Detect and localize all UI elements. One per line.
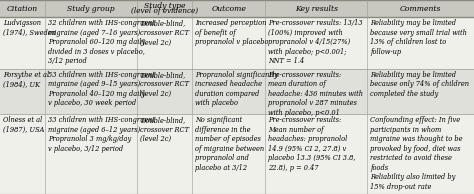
Text: Confounding effect: In five
participants in whom
migraine was thought to be
prov: Confounding effect: In five participants…: [370, 116, 463, 191]
Text: Key results: Key results: [295, 5, 338, 13]
Text: 32 children with IHS-congruent
migraine (aged 7–16 years)
Propranolol 60–120 mg : 32 children with IHS-congruent migraine …: [48, 19, 155, 65]
Text: Citation: Citation: [7, 5, 38, 13]
Text: Double-blind,
crossover RCT
(level 2c): Double-blind, crossover RCT (level 2c): [140, 19, 189, 46]
Text: Increased perception
of benefit of
propranolol v placebo: Increased perception of benefit of propr…: [195, 19, 268, 46]
Text: Olness et al
(1987), USA: Olness et al (1987), USA: [3, 116, 44, 134]
Text: 33 children with IHS-congruent
migraine (aged 6–12 years)
Propranolol 3 mg/kg/da: 33 children with IHS-congruent migraine …: [48, 116, 155, 153]
Text: Reliability may be limited
because very small trial with
13% of children lost to: Reliability may be limited because very …: [370, 19, 467, 56]
Bar: [0, 0, 474, 17]
Text: Study group: Study group: [67, 5, 115, 13]
Text: (level of evidence): (level of evidence): [131, 7, 198, 16]
Text: Pre-crossover results:
mean duration of
headache: 436 minutes with
propranolol v: Pre-crossover results: mean duration of …: [268, 71, 363, 117]
Text: Pre-crossover results:
Mean number of
headaches: propranolol
14.9 (95% CI 2, 27.: Pre-crossover results: Mean number of he…: [268, 116, 356, 172]
Text: Outcome: Outcome: [211, 5, 246, 13]
Text: Double-blind,
crossover RCT
(level 2c): Double-blind, crossover RCT (level 2c): [140, 71, 189, 98]
Text: Study type: Study type: [144, 2, 185, 10]
Text: Ludvigsson
(1974), Sweden: Ludvigsson (1974), Sweden: [3, 19, 56, 37]
Text: No significant
difference in the
number of episodes
of migraine between
proprano: No significant difference in the number …: [195, 116, 264, 172]
Text: Comments: Comments: [400, 5, 441, 13]
Text: Forsythe et al
(1984), UK: Forsythe et al (1984), UK: [3, 71, 49, 88]
Text: Propranolol significantly
increased headache
duration compared
with placebo: Propranolol significantly increased head…: [195, 71, 278, 107]
Text: Reliability may be limited
because only 74% of children
completed the study: Reliability may be limited because only …: [370, 71, 469, 98]
Text: Double-blind,
crossover RCT
(level 2c): Double-blind, crossover RCT (level 2c): [140, 116, 189, 143]
Bar: [0, 17, 474, 69]
Bar: [0, 69, 474, 114]
Bar: [0, 114, 474, 194]
Text: 53 children with IHS-congruent
migraine (aged 9–15 years)
Propranolol 40–120 mg : 53 children with IHS-congruent migraine …: [48, 71, 155, 107]
Text: Pre-crossover results: 13/13
(100%) improved with
propranolol v 4/15(27%)
with p: Pre-crossover results: 13/13 (100%) impr…: [268, 19, 363, 65]
